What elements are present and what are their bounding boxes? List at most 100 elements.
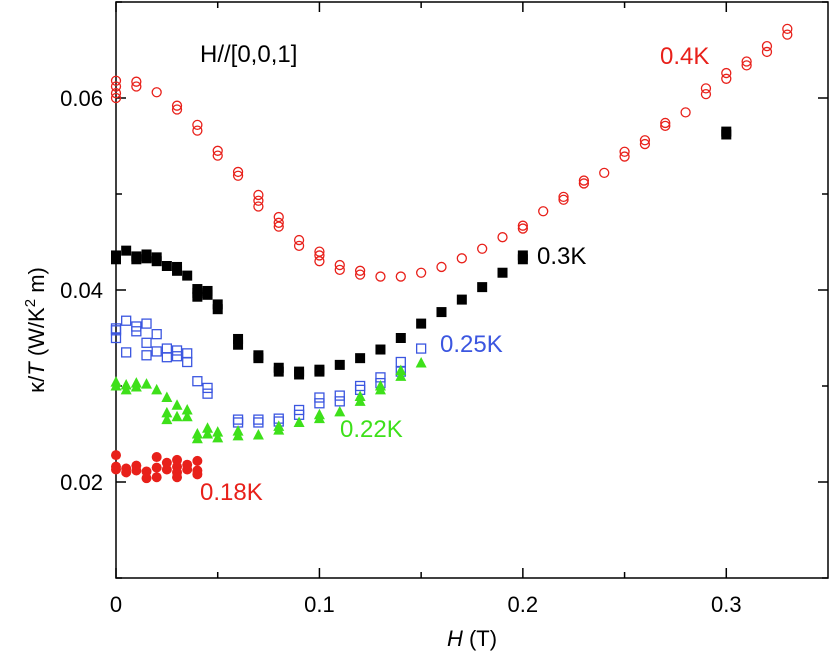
point-0.4K — [131, 81, 142, 92]
point-0.4K — [192, 125, 203, 136]
series-0.22K — [110, 356, 427, 444]
point-0.25K — [161, 352, 173, 363]
point-0.4K — [293, 234, 305, 246]
point-0.3K — [141, 253, 152, 264]
series-0.3K — [111, 126, 732, 380]
point-0.4K — [354, 269, 366, 280]
field-direction-annotation: H//[0,0,1] — [200, 41, 297, 68]
point-0.22K — [130, 380, 142, 392]
point-0.4K — [436, 261, 447, 273]
point-0.18K — [151, 462, 162, 473]
point-0.18K — [151, 452, 162, 463]
point-0.4K — [599, 167, 610, 179]
point-0.4K — [680, 107, 691, 118]
point-0.4K — [456, 253, 467, 264]
point-0.4K — [782, 29, 793, 40]
point-0.25K — [232, 414, 244, 425]
point-0.25K — [141, 318, 152, 329]
point-0.3K — [151, 256, 162, 267]
point-0.4K — [253, 201, 264, 212]
point-0.25K — [182, 348, 193, 359]
point-0.4K — [558, 194, 569, 205]
point-0.4K — [761, 46, 773, 58]
point-0.3K — [355, 353, 366, 364]
point-0.4K — [497, 232, 508, 243]
point-0.4K — [354, 265, 366, 276]
point-0.3K — [456, 294, 467, 305]
series-label-0.25K: 0.25K — [440, 331, 503, 358]
point-0.3K — [233, 339, 244, 350]
point-0.18K — [182, 464, 193, 475]
point-0.22K — [395, 370, 407, 381]
point-0.25K — [110, 332, 122, 344]
point-0.3K — [416, 318, 427, 329]
point-0.3K — [497, 267, 508, 278]
point-0.22K — [141, 378, 153, 389]
y-axis-label: κ/T (W/K2 m) — [22, 267, 49, 393]
point-0.22K — [232, 429, 244, 441]
point-0.25K — [354, 380, 366, 392]
point-0.22K — [415, 356, 427, 368]
point-0.4K — [660, 120, 671, 131]
point-0.4K — [721, 73, 732, 84]
point-0.4K — [192, 119, 203, 131]
point-0.3K — [233, 333, 244, 344]
point-0.22K — [191, 432, 203, 444]
point-0.3K — [294, 369, 305, 380]
tick-labels: 0 0.1 0.2 0.3 0.02 0.04 0.06 — [60, 86, 741, 617]
point-0.4K — [578, 175, 590, 186]
point-0.4K — [782, 23, 793, 35]
point-0.22K — [354, 395, 366, 406]
point-0.4K — [558, 191, 569, 203]
point-0.3K — [314, 366, 325, 377]
series-0.18K — [111, 450, 203, 484]
point-0.4K — [619, 151, 630, 162]
series-0.25K — [110, 315, 427, 428]
point-0.22K — [120, 383, 132, 395]
point-0.3K — [161, 261, 172, 271]
point-0.22K — [171, 399, 183, 410]
point-0.25K — [253, 414, 264, 425]
point-0.3K — [172, 265, 183, 276]
point-0.4K — [660, 117, 671, 129]
point-0.4K — [212, 150, 223, 161]
point-0.22K — [395, 364, 407, 376]
point-0.18K — [111, 464, 121, 475]
point-0.4K — [212, 145, 223, 156]
point-0.25K — [182, 356, 193, 368]
point-0.25K — [202, 382, 213, 394]
x-tick-label: 0.2 — [508, 592, 539, 617]
point-0.22K — [374, 383, 386, 395]
point-0.4K — [639, 138, 651, 150]
point-0.25K — [334, 396, 345, 407]
point-0.3K — [253, 353, 264, 364]
point-0.3K — [375, 344, 386, 355]
point-0.22K — [110, 380, 122, 391]
point-0.4K — [700, 89, 712, 100]
point-0.18K — [151, 472, 162, 483]
point-0.3K — [517, 254, 528, 265]
point-0.4K — [375, 271, 386, 282]
point-0.25K — [253, 417, 264, 428]
point-0.25K — [192, 376, 203, 387]
point-0.4K — [151, 87, 162, 98]
point-0.4K — [131, 76, 142, 87]
point-0.25K — [131, 326, 142, 337]
point-0.4K — [741, 56, 752, 67]
y-tick-label: 0.06 — [60, 86, 103, 111]
point-0.25K — [202, 388, 213, 399]
point-0.3K — [477, 282, 488, 293]
point-0.4K — [253, 195, 264, 206]
point-0.25K — [314, 392, 325, 403]
point-0.25K — [121, 347, 132, 358]
point-0.18K — [121, 467, 132, 478]
point-0.4K — [110, 81, 122, 92]
point-0.3K — [395, 333, 406, 343]
point-0.18K — [111, 450, 121, 461]
point-0.25K — [314, 398, 325, 409]
point-0.22K — [273, 424, 285, 435]
point-0.4K — [253, 189, 264, 201]
y-tick-label: 0.04 — [60, 278, 103, 303]
series-0.4K — [110, 23, 793, 282]
